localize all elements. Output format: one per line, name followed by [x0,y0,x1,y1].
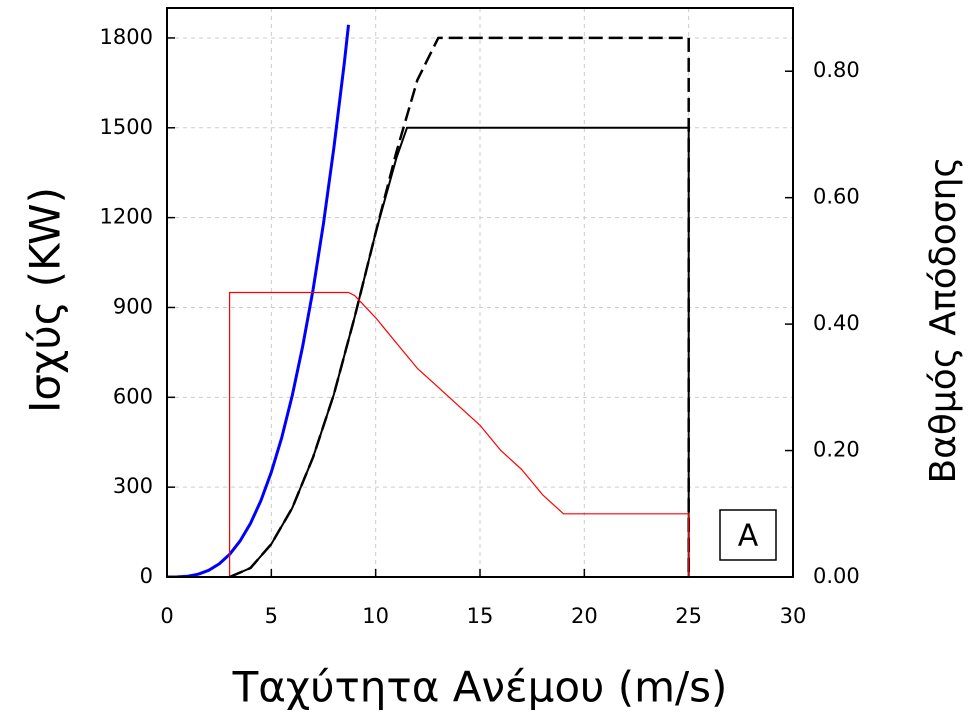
y2-tick-label: 0.40 [813,311,860,335]
y-tick-label: 1200 [100,205,153,229]
y-tick-label: 1800 [100,25,153,49]
series-line [229,291,690,577]
y2-tick-label: 0.20 [813,438,860,462]
x-tick-label: 20 [571,604,598,628]
y-tick-label: 1500 [100,115,153,139]
y-tick-label: 600 [113,384,153,408]
x-tick-label: 25 [675,604,702,628]
x-tick-label: 0 [160,604,173,628]
y-tick-label: 900 [113,294,153,318]
x-axis-title: Ταχύτητα Ανέμου (m/s) [232,663,728,712]
y2-tick-label: 0.80 [813,58,860,82]
x-tick-label: 15 [467,604,494,628]
y2-tick-label: 0.60 [813,185,860,209]
y-axis-title: Ισχύς (KW) [21,187,70,413]
plot-frame [166,7,794,578]
series-line [229,126,690,577]
series-line [167,24,350,577]
annotation-box [719,509,777,561]
x-tick-label: 10 [362,604,389,628]
y2-tick-label: 0.00 [813,564,860,588]
x-tick-label: 5 [265,604,278,628]
y-tick-label: 0 [140,564,153,588]
annotation: A [738,519,759,554]
y2-axis-title: Βαθμός Απόδοσης [923,156,964,483]
series-line [229,36,690,577]
x-tick-label: 30 [780,604,807,628]
y-tick-label: 300 [113,474,153,498]
